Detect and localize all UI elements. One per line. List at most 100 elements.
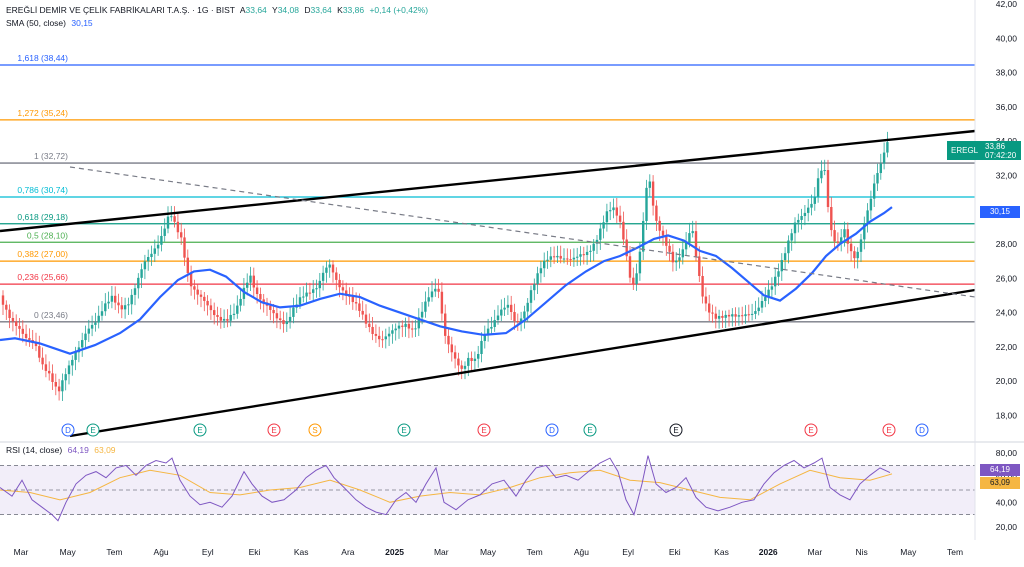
price-tick-12: 18,00: [996, 410, 1018, 420]
candle-body: [747, 314, 750, 316]
candle-body: [513, 311, 516, 322]
event-letter-11: E: [886, 426, 891, 435]
time-tick-7: Ara: [341, 547, 355, 557]
candle-body: [249, 275, 252, 283]
candle-body: [15, 321, 18, 326]
candle-body: [358, 303, 361, 311]
candle-body: [579, 254, 582, 257]
candle-body: [694, 231, 698, 257]
candle-body: [74, 352, 77, 360]
fib-label-6: 1 (32,72): [34, 151, 68, 161]
time-tick-12: Ağu: [574, 547, 589, 557]
candle-body: [424, 301, 427, 312]
candle-body: [764, 297, 767, 302]
rsi-legend[interactable]: RSI (14, close) 64,19 63,09: [6, 445, 119, 455]
candle-body: [450, 344, 453, 353]
candle-body: [846, 229, 849, 244]
candle-body: [351, 296, 354, 303]
candle-body: [708, 303, 711, 313]
candle-body: [114, 295, 117, 303]
candle-body: [331, 264, 335, 273]
candle-body: [612, 207, 615, 211]
candle-body: [536, 273, 539, 285]
candle-body: [226, 318, 229, 321]
candle-body: [496, 315, 500, 321]
candle-body: [397, 325, 401, 329]
sma-legend[interactable]: SMA (50, close) 30,15: [6, 18, 96, 28]
time-tick-8: 2025: [385, 547, 404, 557]
candle-body: [160, 235, 163, 245]
candle-body: [150, 253, 153, 258]
time-tick-11: Tem: [527, 547, 543, 557]
fib-label-4: 0,618 (29,18): [17, 212, 68, 222]
price-tick-10: 22,00: [996, 342, 1018, 352]
time-tick-6: Kas: [294, 547, 309, 557]
candle-body: [754, 311, 757, 314]
axes: 42,0040,0038,0036,0034,0032,0030,0028,00…: [14, 0, 1018, 557]
candle-body: [576, 256, 579, 258]
candle-body: [602, 222, 605, 229]
candle-body: [856, 251, 859, 259]
candle-body: [675, 260, 678, 263]
candle-body: [714, 313, 717, 319]
candle-body: [8, 309, 11, 318]
event-marker-12: [915, 423, 929, 437]
candle-body: [882, 152, 886, 164]
ohlc-high: Y34,08: [272, 5, 299, 15]
candle-body: [701, 276, 704, 297]
time-tick-4: Eyl: [202, 547, 214, 557]
candle-body: [44, 364, 48, 371]
candle-body: [440, 291, 444, 314]
candle-body: [628, 256, 632, 278]
event-letter-12: D: [919, 426, 925, 435]
candle-body: [559, 255, 562, 259]
candle-body: [500, 309, 503, 316]
candle-body: [869, 198, 873, 211]
candle-body: [760, 301, 764, 308]
candle-body: [368, 323, 371, 327]
candle-body: [873, 183, 876, 199]
candle-body: [470, 357, 473, 361]
candle-body: [665, 235, 668, 246]
event-letter-0: D: [65, 426, 71, 435]
candle-body: [797, 219, 800, 223]
candle-body: [259, 294, 262, 300]
candle-body: [453, 352, 457, 359]
candle-body: [34, 342, 38, 347]
rsi-tick-2: 40,00: [996, 497, 1018, 507]
event-marker-4: [308, 423, 322, 437]
rsi-tick-3: 20,00: [996, 522, 1018, 532]
candle-body: [298, 297, 302, 305]
candle-body: [417, 317, 420, 329]
candle-body: [1, 295, 5, 305]
rsi-ma-value: 63,09: [94, 445, 116, 455]
price-tick-11: 20,00: [996, 376, 1018, 386]
candle-body: [704, 296, 708, 304]
candle-body: [41, 357, 44, 365]
candle-body: [94, 322, 97, 325]
candle-body: [859, 239, 863, 252]
candle-body: [480, 340, 483, 354]
candle-body: [315, 288, 318, 290]
candle-body: [849, 243, 853, 252]
candle-body: [457, 358, 460, 366]
candle-body: [800, 216, 803, 220]
ohlc-close: K33,86: [337, 5, 365, 15]
candle-body: [130, 294, 133, 305]
time-tick-17: Mar: [808, 547, 823, 557]
channel-upper-line: [0, 129, 976, 233]
candle-body: [420, 311, 424, 318]
candle-body: [783, 253, 787, 261]
candle-body: [684, 241, 688, 250]
candle-body: [153, 248, 156, 254]
symbol-title[interactable]: EREĞLİ DEMİR VE ÇELİK FABRİKALARI T.A.Ş.…: [6, 5, 235, 15]
candle-body: [239, 298, 242, 306]
candle-body: [615, 207, 618, 216]
event-marker-0: [61, 423, 75, 437]
candle-body: [189, 272, 193, 287]
candle-body: [104, 303, 107, 312]
candle-body: [338, 279, 341, 288]
candle-body: [236, 305, 239, 314]
candle-body: [5, 304, 8, 310]
